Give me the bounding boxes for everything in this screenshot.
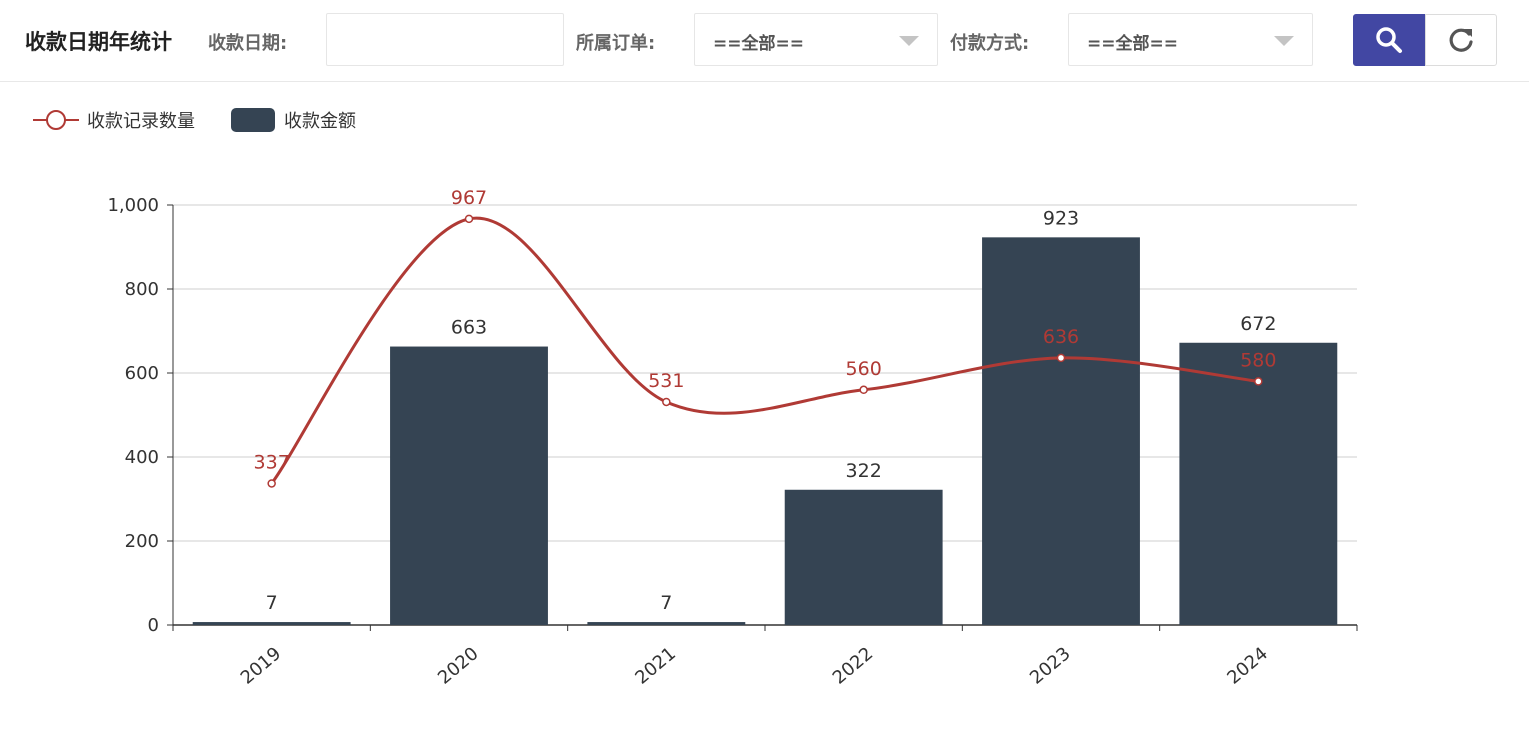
date-field-container: [326, 13, 564, 66]
date-filter-label: 收款日期:: [208, 33, 288, 54]
bar: [390, 346, 548, 625]
bar-data-label: 7: [660, 592, 672, 614]
line-series-path: [270, 216, 1259, 485]
bar-data-label: 322: [846, 460, 882, 482]
payment-filter-label: 付款方式:: [950, 33, 1030, 54]
line-point: [464, 214, 474, 224]
bar: [982, 237, 1140, 625]
legend-bar-entry[interactable]: 收款金额: [230, 107, 356, 133]
page-title: 收款日期年统计: [25, 30, 172, 54]
line-point: [267, 479, 276, 488]
line-data-label: 636: [1043, 326, 1079, 348]
payment-select[interactable]: ==全部==: [1068, 13, 1313, 66]
caret-down-icon: [899, 36, 919, 46]
x-tick-label: 2024: [1223, 643, 1272, 689]
legend-line-swatch: [33, 110, 79, 130]
y-tick-label: 200: [125, 531, 159, 552]
x-tick-label: 2023: [1026, 643, 1075, 689]
order-select-value: ==全部==: [713, 34, 804, 54]
line-data-label: 560: [846, 358, 882, 380]
bar: [1179, 342, 1338, 625]
caret-down-icon: [1274, 36, 1294, 46]
filter-toolbar: 收款日期年统计 收款日期: 所属订单: ==全部== 付款方式: ==全部==: [0, 0, 1529, 82]
date-input[interactable]: [327, 14, 563, 65]
bar: [784, 489, 943, 625]
x-tick-label: 2019: [237, 643, 286, 689]
line-point: [662, 397, 671, 407]
x-tick-label: 2021: [631, 643, 680, 689]
y-tick-label: 800: [125, 279, 159, 300]
legend-bar-label: 收款金额: [284, 111, 356, 132]
line-data-label: 967: [451, 187, 487, 209]
bar-data-label: 923: [1043, 207, 1079, 229]
line-data-label: 580: [1240, 349, 1276, 371]
bar-data-label: 663: [451, 317, 487, 339]
y-tick-label: 0: [148, 615, 159, 636]
payment-select-value: ==全部==: [1087, 34, 1178, 54]
order-filter-label: 所属订单:: [576, 33, 656, 54]
line-point: [1056, 353, 1066, 363]
reset-button[interactable]: [1425, 14, 1497, 66]
legend-line-entry[interactable]: 收款记录数量: [33, 107, 195, 133]
refresh-icon: [1449, 28, 1473, 52]
bar: [587, 622, 746, 625]
legend-bar-swatch: [231, 108, 275, 132]
y-tick-label: 1,000: [107, 195, 159, 216]
line-point: [859, 385, 868, 395]
order-select[interactable]: ==全部==: [694, 13, 938, 66]
line-data-label: 531: [648, 370, 684, 392]
y-tick-label: 600: [125, 363, 159, 384]
line-point: [1254, 377, 1263, 386]
y-tick-label: 400: [125, 447, 159, 468]
x-tick-label: 2022: [829, 643, 878, 689]
x-tick-label: 2020: [434, 643, 483, 689]
line-data-label: 337: [254, 451, 290, 473]
search-icon: [1376, 27, 1402, 53]
bar-data-label: 672: [1240, 313, 1276, 335]
bar: [192, 622, 351, 625]
legend-line-label: 收款记录数量: [87, 111, 195, 132]
search-button[interactable]: [1353, 14, 1425, 66]
bar-data-label: 7: [266, 592, 278, 614]
